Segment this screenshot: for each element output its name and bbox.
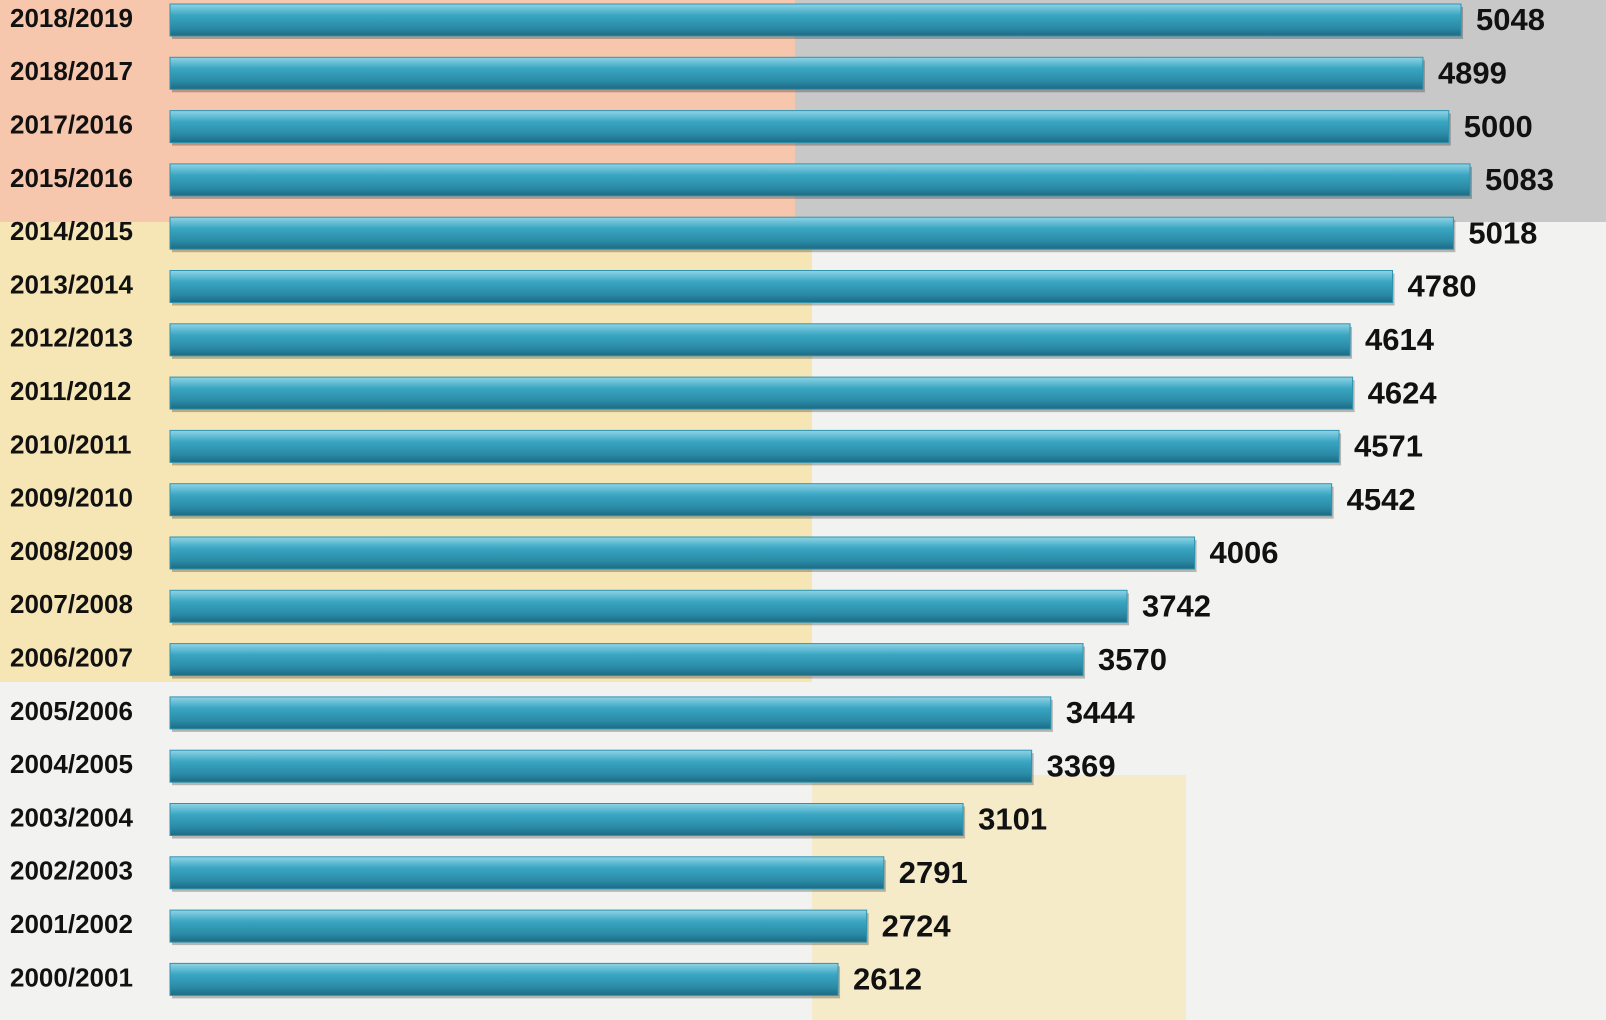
bar <box>169 270 1394 303</box>
value-label: 5018 <box>1468 215 1537 250</box>
value-label: 4542 <box>1347 482 1416 517</box>
value-label: 3444 <box>1066 695 1136 730</box>
value-label: 2791 <box>899 855 968 890</box>
bar <box>169 536 1196 570</box>
category-label: 2014/2015 <box>10 216 133 246</box>
category-label: 2001/2002 <box>10 909 133 939</box>
value-label: 5083 <box>1485 162 1554 197</box>
category-label: 2009/2010 <box>10 483 133 513</box>
bar <box>169 216 1454 250</box>
value-label: 2724 <box>882 908 952 943</box>
bar <box>169 962 839 996</box>
value-label: 4899 <box>1438 55 1507 90</box>
category-label: 2007/2008 <box>10 589 133 619</box>
value-label: 3742 <box>1142 588 1211 623</box>
category-label: 2000/2001 <box>10 962 133 992</box>
category-label: 2006/2007 <box>10 642 133 672</box>
category-label: 2003/2004 <box>10 802 133 832</box>
value-label: 2612 <box>853 962 922 997</box>
value-label: 5048 <box>1476 2 1545 37</box>
category-label: 2018/2019 <box>10 3 133 33</box>
bar <box>169 3 1462 37</box>
category-label: 2005/2006 <box>10 696 133 726</box>
value-label: 4614 <box>1365 322 1435 357</box>
bar <box>169 856 885 890</box>
category-label: 2010/2011 <box>10 429 131 459</box>
value-label: 5000 <box>1464 109 1533 144</box>
category-label: 2013/2014 <box>10 269 133 299</box>
category-label: 2017/2016 <box>10 109 133 139</box>
category-label: 2004/2005 <box>10 749 133 779</box>
bar <box>169 589 1128 623</box>
value-label: 4624 <box>1368 375 1438 410</box>
bar <box>169 643 1084 677</box>
category-label: 2008/2009 <box>10 536 133 566</box>
bar <box>169 323 1351 357</box>
category-label: 2015/2016 <box>10 163 133 193</box>
category-label: 2011/2012 <box>10 376 131 406</box>
bar <box>169 483 1333 517</box>
value-label: 3101 <box>978 802 1047 837</box>
bar <box>169 803 964 836</box>
value-label: 3570 <box>1098 642 1167 677</box>
bar <box>169 376 1354 410</box>
bar <box>169 163 1471 197</box>
bar <box>169 909 868 943</box>
bar <box>169 696 1052 730</box>
value-label: 3369 <box>1047 748 1116 783</box>
value-label: 4571 <box>1354 429 1423 464</box>
category-label: 2002/2003 <box>10 856 133 886</box>
category-label: 2018/2017 <box>10 56 133 86</box>
bar <box>169 56 1424 90</box>
value-label: 4006 <box>1210 535 1279 570</box>
bar <box>169 749 1033 783</box>
bar <box>169 429 1340 463</box>
category-label: 2012/2013 <box>10 323 133 353</box>
value-label: 4780 <box>1408 269 1477 304</box>
bar <box>169 110 1450 144</box>
